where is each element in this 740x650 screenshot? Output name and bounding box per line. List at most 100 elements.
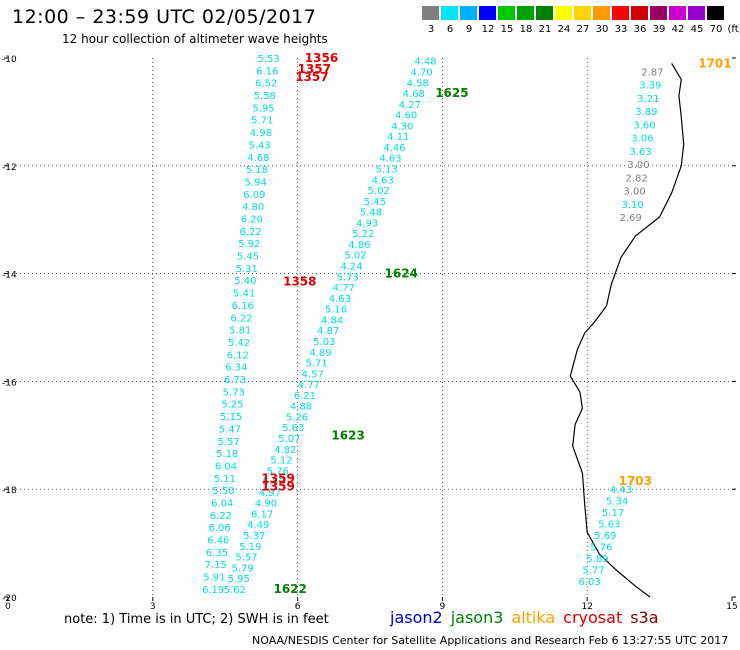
swh-value: 5.69 — [594, 531, 616, 542]
swh-value: 2.82 — [625, 173, 647, 184]
swh-value: 5.57 — [217, 437, 239, 448]
colorbar-label: 30 — [595, 24, 609, 35]
colorbar-swatch — [460, 6, 477, 20]
time-label: 1359 — [261, 480, 294, 494]
swh-value: 6.52 — [255, 79, 277, 90]
swh-value: 6.04 — [215, 461, 237, 472]
swh-value: 6.19 — [202, 585, 224, 596]
colorbar-label: 42 — [671, 24, 685, 35]
time-label: 1624 — [385, 267, 418, 281]
swh-value: 5.63 — [598, 520, 620, 531]
colorbar-swatch — [688, 6, 705, 20]
x-tick-label: 15 — [726, 602, 737, 610]
colorbar-swatch — [669, 6, 686, 20]
swh-value: 5.26 — [286, 412, 308, 423]
swh-value: 5.77 — [582, 565, 604, 576]
swh-value: 4.49 — [247, 520, 269, 531]
swh-value: 5.79 — [231, 563, 253, 574]
swh-value: 5.76 — [590, 543, 612, 554]
colorbar-swatch — [536, 6, 553, 20]
swh-value: 5.62 — [224, 585, 246, 596]
swh-value: 5.42 — [228, 338, 250, 349]
swh-value: 6.06 — [208, 523, 230, 534]
swh-value: 4.90 — [255, 499, 277, 510]
swh-value: 4.88 — [290, 402, 312, 413]
colorbar-label: 12 — [481, 24, 495, 35]
swh-value: 4.68 — [247, 153, 269, 164]
colorbar-swatch — [650, 6, 667, 20]
swh-value: 6.22 — [239, 227, 261, 238]
swh-value: 5.15 — [220, 412, 242, 423]
colorbar-swatch — [707, 6, 724, 20]
swh-value: 7.15 — [205, 560, 227, 571]
colorbar-swatch — [555, 6, 572, 20]
swh-value: 6.20 — [241, 215, 263, 226]
swh-value: 4.84 — [321, 315, 343, 326]
swh-value: 5.12 — [270, 456, 292, 467]
swh-value: 4.24 — [340, 262, 362, 273]
colorbar-label: 9 — [465, 24, 473, 35]
swh-value: 3.63 — [629, 147, 651, 158]
swh-value: 5.95 — [252, 103, 274, 114]
time-label: 1356 — [305, 51, 338, 65]
swh-value: 6.03 — [578, 577, 600, 588]
time-label: 1358 — [283, 275, 316, 289]
time-label: 1703 — [619, 474, 652, 488]
legend-item-jason3: jason3 — [450, 608, 504, 627]
swh-value: 5.43 — [248, 140, 270, 151]
time-label: 1357 — [295, 70, 328, 84]
swh-value: 5.57 — [235, 553, 257, 564]
x-tick-label: 3 — [150, 602, 156, 610]
colorbar-label: (ft) — [727, 24, 740, 35]
swh-value: 3.89 — [635, 107, 657, 118]
colorbar-label: 18 — [519, 24, 533, 35]
swh-value: 4.60 — [395, 111, 417, 122]
swh-value: 5.48 — [360, 208, 382, 219]
swh-value: 5.03 — [313, 337, 335, 348]
colorbar-swatch — [422, 6, 439, 20]
swh-value: 4.63 — [329, 294, 351, 305]
swh-value: 4.86 — [348, 240, 370, 251]
swh-value: 4.58 — [407, 78, 429, 89]
swh-value: 5.71 — [305, 359, 327, 370]
swh-value: 4.77 — [333, 283, 355, 294]
time-label: 1622 — [274, 582, 307, 596]
note-text: note: 1) Time is in UTC; 2) SWH is in fe… — [64, 612, 329, 627]
swh-value: 3.21 — [637, 94, 659, 105]
swh-value: 5.47 — [219, 424, 241, 435]
swh-value: 5.73 — [337, 272, 359, 283]
colorbar-label: 24 — [557, 24, 571, 35]
swh-value: 6.22 — [210, 511, 232, 522]
colorbar-label: 70 — [709, 24, 723, 35]
swh-value: 5.19 — [239, 542, 261, 553]
colorbar-label: 3 — [427, 24, 435, 35]
swh-value: 4.57 — [302, 369, 324, 380]
swh-value: 5.41 — [233, 289, 255, 300]
y-tick-label: -18 — [2, 486, 17, 496]
swh-value: 5.89 — [586, 554, 608, 565]
swh-value: 4.27 — [399, 100, 421, 111]
swh-value: 5.17 — [602, 508, 624, 519]
colorbar-swatch — [479, 6, 496, 20]
y-tick-label: -20 — [2, 594, 17, 604]
legend-item-altika: altika — [511, 608, 556, 627]
colorbar-label: 45 — [690, 24, 704, 35]
swh-value: 5.45 — [237, 252, 259, 263]
swh-value: 5.13 — [375, 165, 397, 176]
x-tick-label: 12 — [581, 602, 592, 610]
swh-value: 6.09 — [243, 190, 265, 201]
coastline — [569, 63, 685, 598]
swh-value: 4.93 — [356, 218, 378, 229]
time-label: 1357 — [298, 62, 331, 76]
swh-value: 5.34 — [606, 497, 628, 508]
swh-value: 5.73 — [223, 387, 245, 398]
y-tick-label: -14 — [2, 271, 17, 281]
x-tick-label: 9 — [440, 602, 446, 610]
time-label: 1701 — [698, 56, 731, 70]
swh-value: 6.04 — [211, 499, 233, 510]
swh-value: 4.46 — [383, 143, 405, 154]
swh-value: 6.16 — [232, 301, 254, 312]
swh-value: 5.95 — [228, 574, 250, 585]
swh-value: 4.43 — [610, 485, 632, 496]
colorbar-label: 21 — [538, 24, 552, 35]
